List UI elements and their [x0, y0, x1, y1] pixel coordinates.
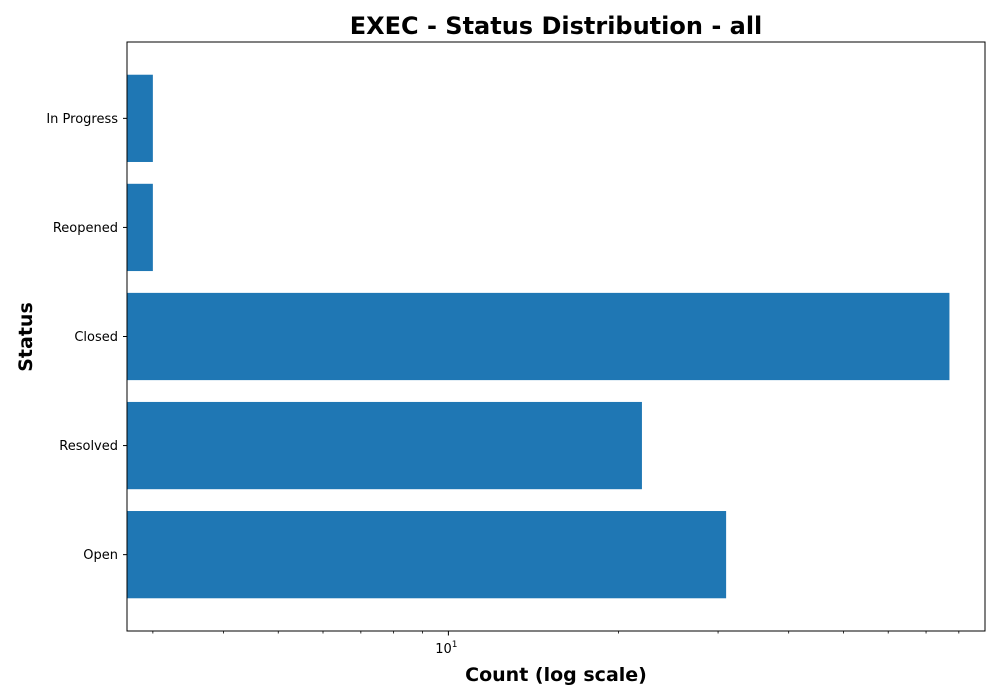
y-tick-label-resolved: Resolved [59, 439, 118, 454]
x-tick-label: 101 [435, 640, 457, 657]
chart-title: EXEC - Status Distribution - all [350, 12, 763, 40]
y-tick-label-open: Open [83, 548, 118, 563]
bar-in-progress [127, 74, 153, 162]
bar-reopened [127, 183, 153, 272]
bar-closed [127, 292, 950, 381]
bar-resolved [127, 401, 642, 490]
x-axis-label: Count (log scale) [465, 664, 647, 686]
y-tick-label-closed: Closed [74, 330, 118, 345]
bar-open [127, 511, 727, 599]
x-axis-ticks: 101 [152, 631, 960, 657]
bars-group [127, 74, 950, 599]
y-tick-label-reopened: Reopened [53, 221, 118, 236]
y-axis-label: Status [15, 302, 37, 372]
y-axis-ticks: Open Resolved Closed Reopened In Progress [46, 112, 127, 563]
y-tick-label-in-progress: In Progress [46, 112, 118, 127]
